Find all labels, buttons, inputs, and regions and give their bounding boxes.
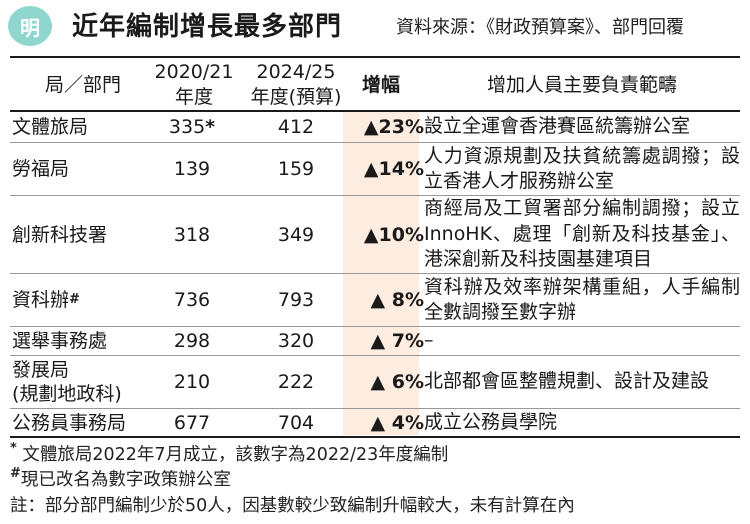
row-increase: ▲23%	[363, 116, 424, 138]
col-header-increase: 增幅	[361, 74, 400, 96]
row-2020-value: 318	[173, 223, 211, 246]
row-2020-value: 298	[173, 330, 211, 352]
hash-mark: #	[10, 466, 21, 481]
col-header-2024-label: 年度(預算)	[250, 86, 342, 108]
row-duty: 成立公務員學院	[424, 410, 558, 433]
table-row: 創新科技署 318 349 ▲10% 商經局及工貿署部分編制調撥；設立InnoH…	[10, 196, 740, 273]
footnote-note: 註：部分部門編制少於50人，因基數較少致編制升幅較大，未有計算在內	[10, 496, 575, 516]
row-2024-value: 704	[277, 411, 315, 434]
row-2024-value: 793	[277, 289, 315, 311]
row-dept: 勞福局	[12, 158, 70, 180]
table-row: 勞福局 139 159 ▲14% 人力資源規劃及扶貧統籌處調撥；設立香港人才服務…	[10, 143, 740, 195]
table-row: 公務員事務局 677 704 ▲ 4% 成立公務員學院	[10, 409, 740, 436]
table-row: 選舉事務處 298 320 ▲ 7% –	[10, 327, 740, 355]
row-dept: 發展局 (規劃地政科)	[12, 359, 122, 405]
table-row: 發展局 (規劃地政科) 210 222 ▲ 6% 北部都會區整體規劃、設計及建設	[10, 356, 740, 408]
col-header-2024-year: 2024/25	[256, 61, 336, 83]
row-2020-value: 335 *	[168, 116, 216, 138]
star-mark: *	[10, 441, 17, 456]
row-2024-value: 320	[277, 330, 315, 352]
row-2020-value: 139	[173, 158, 211, 180]
table-row: 文體旅局 335 * 412 ▲23% 設立全運會香港賽區統籌辦公室	[10, 112, 740, 142]
row-dept: 資科辦 #	[12, 289, 80, 311]
row-divider	[10, 355, 740, 356]
row-dept: 公務員事務局	[12, 411, 127, 434]
header: 明 近年編制增長最多部門 資料來源：《財政預算案》、部門回覆	[0, 0, 750, 54]
col-header-dept: 局／部門	[44, 74, 121, 96]
row-duty: 商經局及工貿署部分編制調撥；設立InnoHK、處理「創新及科技基金」、港深創新及…	[424, 197, 740, 271]
col-header-duty: 增加人員主要負責範疇	[486, 74, 677, 96]
col-header-2024: 2024/25 年度(預算)	[234, 60, 358, 110]
row-2024-value: 222	[277, 371, 315, 393]
top-rule	[10, 56, 740, 58]
row-2024-value: 412	[277, 116, 315, 138]
footnote-hash: #現已改名為數字政策辦公室	[10, 466, 231, 490]
increase-column-highlight	[343, 110, 419, 435]
col-header-2020-year: 2020/21	[154, 61, 234, 83]
row-divider	[10, 142, 740, 143]
row-2024-value: 349	[277, 223, 315, 246]
row-increase: ▲ 8%	[370, 289, 424, 311]
row-duty: 北部都會區整體規劃、設計及建設	[424, 370, 710, 393]
row-2020-value: 677	[173, 411, 211, 434]
row-divider	[10, 273, 740, 274]
row-increase: ▲ 4%	[370, 411, 424, 434]
row-divider	[10, 326, 740, 327]
row-increase: ▲ 7%	[370, 330, 424, 352]
star-mark: *	[205, 116, 216, 138]
header-rule	[10, 110, 740, 112]
table-row: 資科辦 # 736 793 ▲ 8% 資科辦及效率辦架構重組，人手編制全數調撥至數…	[10, 274, 740, 326]
row-increase: ▲ 6%	[370, 371, 424, 393]
source-note: 資料來源：《財政預算案》、部門回覆	[396, 17, 684, 38]
col-header-2020: 2020/21 年度	[146, 60, 242, 110]
newspaper-logo: 明	[8, 6, 52, 46]
col-header-2020-label: 年度	[174, 86, 213, 108]
row-duty: 資科辦及效率辦架構重組，人手編制全數調撥至數字辦	[424, 275, 740, 324]
row-duty: –	[424, 329, 434, 352]
row-dept: 文體旅局	[12, 116, 89, 138]
row-2020-value: 210	[173, 371, 211, 393]
row-duty: 人力資源規劃及扶貧統籌處調撥；設立香港人才服務辦公室	[424, 144, 740, 193]
row-increase: ▲14%	[363, 158, 424, 180]
row-increase: ▲10%	[363, 223, 424, 246]
row-2020-value: 736	[173, 289, 211, 311]
row-2024-value: 159	[277, 158, 315, 180]
row-divider	[10, 408, 740, 409]
bottom-rule	[10, 436, 740, 438]
row-dept: 選舉事務處	[12, 330, 108, 352]
page-title: 近年編制增長最多部門	[72, 12, 343, 42]
hash-mark: #	[69, 292, 80, 307]
row-duty: 設立全運會香港賽區統籌辦公室	[424, 115, 691, 138]
footnote-star: * 文體旅局2022年7月成立，該數字為2022/23年度編制	[10, 441, 449, 465]
row-dept: 創新科技署	[12, 223, 108, 246]
row-divider	[10, 195, 740, 196]
